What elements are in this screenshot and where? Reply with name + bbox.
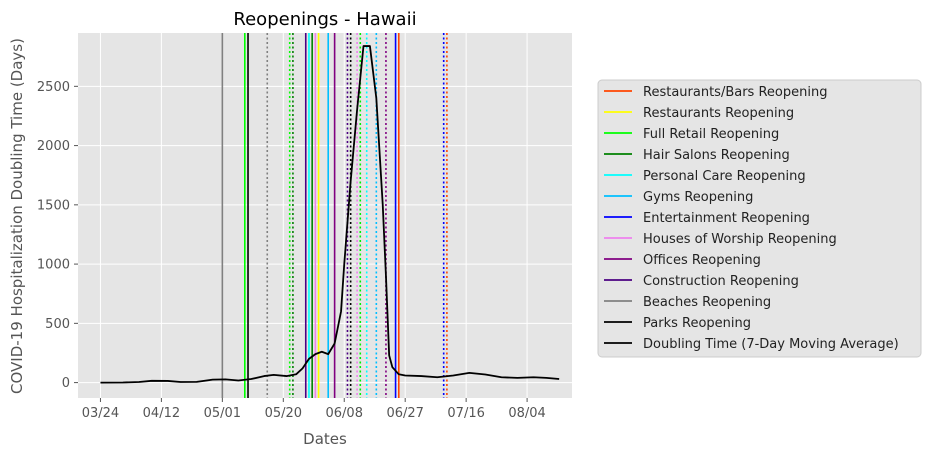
legend-label: Construction Reopening bbox=[643, 274, 799, 289]
x-tick-label: 03/24 bbox=[82, 406, 119, 421]
legend-label: Entertainment Reopening bbox=[643, 211, 810, 226]
legend-label: Beaches Reopening bbox=[643, 295, 771, 310]
x-tick-label: 06/08 bbox=[326, 406, 363, 421]
legend-label: Hair Salons Reopening bbox=[643, 148, 790, 163]
plot-area bbox=[78, 33, 572, 398]
legend-label: Gyms Reopening bbox=[643, 190, 753, 205]
x-axis-ticks: 03/24 04/12 05/01 05/20 06/08 06/27 07/16 08/04 bbox=[82, 398, 546, 421]
legend-label: Houses of Worship Reopening bbox=[643, 232, 837, 247]
legend-label: Parks Reopening bbox=[643, 316, 751, 331]
x-axis-label: Dates bbox=[303, 430, 347, 448]
y-axis-ticks: 0 500 1000 1500 2000 2500 bbox=[37, 80, 78, 391]
series-line bbox=[100, 45, 560, 384]
y-tick-label: 2500 bbox=[37, 80, 70, 95]
series bbox=[100, 45, 560, 384]
x-tick-label: 06/27 bbox=[386, 406, 423, 421]
legend-label: Restaurants Reopening bbox=[643, 106, 794, 121]
legend: Restaurants/Bars Reopening Restaurants Re… bbox=[597, 79, 922, 358]
y-tick-label: 1000 bbox=[37, 258, 70, 273]
y-tick-label: 1500 bbox=[37, 198, 70, 213]
y-tick-label: 500 bbox=[45, 317, 70, 332]
x-tick-label: 08/04 bbox=[508, 406, 545, 421]
legend-label: Restaurants/Bars Reopening bbox=[643, 85, 827, 100]
y-axis-label: COVID-19 Hospitalization Doubling Time (… bbox=[8, 38, 26, 394]
x-tick-label: 07/16 bbox=[447, 406, 484, 421]
legend-label: Offices Reopening bbox=[643, 253, 761, 268]
legend-label: Doubling Time (7-Day Moving Average) bbox=[643, 337, 899, 352]
chart-title: Reopenings - Hawaii bbox=[233, 9, 416, 30]
x-tick-label: 05/01 bbox=[204, 406, 241, 421]
legend-label: Full Retail Reopening bbox=[643, 127, 779, 142]
x-tick-label: 05/20 bbox=[265, 406, 302, 421]
y-tick-label: 2000 bbox=[37, 139, 70, 154]
reopening-lines bbox=[221, 33, 448, 398]
legend-label: Personal Care Reopening bbox=[643, 169, 806, 184]
y-tick-label: 0 bbox=[62, 376, 70, 391]
legend-box bbox=[597, 79, 922, 358]
x-tick-label: 04/12 bbox=[143, 406, 180, 421]
